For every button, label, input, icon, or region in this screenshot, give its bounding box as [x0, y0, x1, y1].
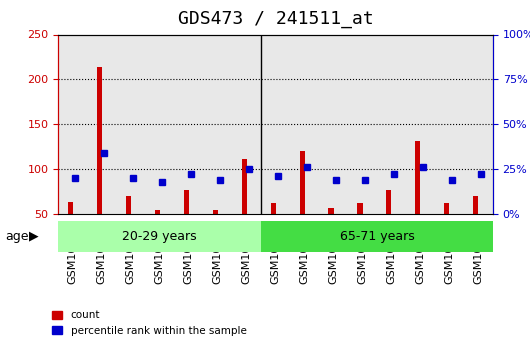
Bar: [473, 196, 479, 259]
Bar: [96, 67, 102, 259]
Bar: [270, 203, 276, 259]
Bar: [68, 202, 73, 259]
Bar: [155, 210, 160, 259]
Bar: [416, 141, 420, 259]
Bar: [329, 208, 333, 259]
Bar: [242, 159, 246, 259]
Text: age: age: [5, 230, 29, 243]
Text: ▶: ▶: [29, 230, 39, 243]
Bar: [357, 203, 363, 259]
Text: 20-29 years: 20-29 years: [122, 230, 197, 243]
Text: GDS473 / 241511_at: GDS473 / 241511_at: [178, 10, 374, 28]
Bar: [126, 196, 131, 259]
Bar: [444, 203, 449, 259]
Legend: count, percentile rank within the sample: count, percentile rank within the sample: [48, 306, 251, 340]
Bar: [213, 210, 218, 259]
Text: 65-71 years: 65-71 years: [340, 230, 414, 243]
Bar: [183, 190, 189, 259]
Bar: [386, 190, 392, 259]
Bar: [299, 151, 305, 259]
